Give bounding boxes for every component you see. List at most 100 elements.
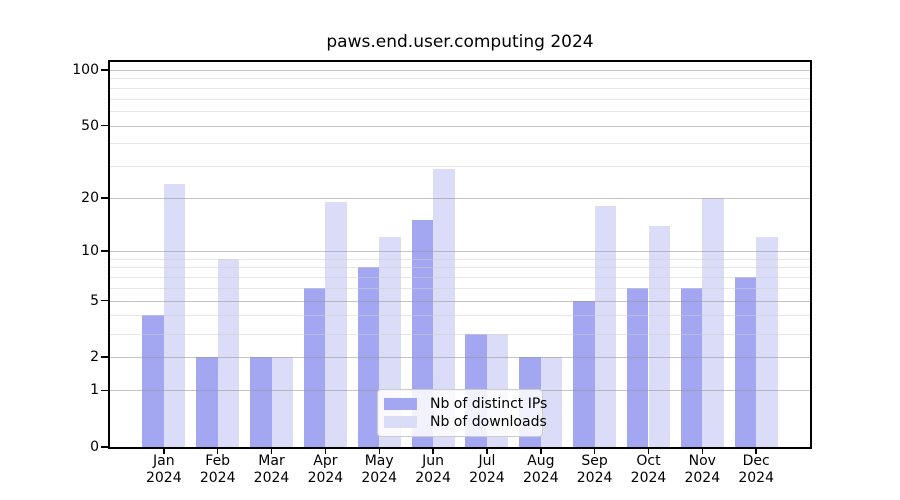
x-tick-month: May [364, 453, 394, 469]
minor-gridline-4 [110, 315, 810, 317]
minor-gridline-80 [110, 87, 810, 89]
x-tick-year: 2024 [253, 470, 290, 486]
x-tick-month: Dec [742, 453, 770, 469]
x-tick-jul [486, 447, 488, 454]
minor-gridline-40 [110, 143, 810, 145]
y-tick-label-10: 10 [81, 243, 99, 259]
legend-label-distinct-ips: Nb of distinct IPs [430, 395, 548, 412]
bars-layer [110, 62, 810, 447]
x-tick-month: Jan [153, 453, 175, 469]
bar-distinct-ips-oct [626, 287, 649, 447]
x-tick-year: 2024 [145, 470, 182, 486]
minor-gridline-3 [110, 333, 810, 335]
bar-distinct-ips-feb [196, 357, 218, 447]
x-tick-month: Nov [688, 453, 716, 469]
bar-distinct-ips-jan [142, 315, 164, 447]
x-tick-year: 2024 [415, 470, 451, 486]
minor-gridline-70 [110, 98, 810, 100]
x-tick-label-sep: Sep 2024 [555, 453, 635, 487]
minor-gridline-8 [110, 267, 810, 269]
chart-title: paws.end.user.computing 2024 [326, 32, 594, 52]
x-tick-label-may: May 2024 [339, 453, 419, 487]
bar-downloads-jun [433, 169, 455, 447]
x-tick-month: Sep [581, 453, 608, 469]
y-tick-20 [101, 197, 108, 199]
legend-entry-distinct-ips: Nb of distinct IPs [384, 396, 547, 412]
y-tick-5 [101, 299, 108, 302]
x-tick-jun [432, 447, 434, 454]
bar-distinct-ips-dec [734, 277, 757, 447]
y-tick-label-1: 1 [90, 382, 99, 399]
y-tick-1 [101, 389, 108, 392]
x-tick-dec [755, 447, 757, 454]
x-tick-month: Jul [478, 453, 496, 469]
x-tick-mar [270, 447, 273, 454]
legend-entry-downloads: Nb of downloads [384, 414, 547, 430]
y-tick-label-50: 50 [81, 117, 99, 134]
y-tick-label-20: 20 [81, 190, 99, 207]
y-tick-10 [101, 250, 108, 252]
y-tick-0 [101, 446, 108, 448]
x-tick-month: Apr [313, 453, 338, 469]
x-tick-year: 2024 [684, 470, 721, 486]
bar-distinct-ips-sep [573, 300, 595, 447]
bar-downloads-sep [594, 206, 617, 447]
major-gridline-2 [110, 357, 810, 359]
bar-downloads-dec [756, 237, 778, 447]
x-tick-year: 2024 [522, 470, 559, 486]
x-tick-nov [701, 447, 704, 454]
x-tick-label-aug: Aug 2024 [501, 453, 581, 487]
x-tick-may [378, 447, 380, 454]
bar-downloads-nov [702, 198, 724, 447]
y-tick-100 [101, 69, 108, 71]
x-tick-year: 2024 [738, 470, 774, 486]
major-gridline-5 [110, 300, 810, 302]
major-gridline-20 [110, 198, 810, 200]
x-tick-month: Oct [636, 453, 661, 469]
minor-gridline-60 [110, 110, 810, 112]
legend-label-downloads: Nb of downloads [430, 414, 547, 431]
x-tick-month: Jun [422, 453, 445, 469]
y-tick-label-5: 5 [90, 292, 99, 309]
x-tick-sep [593, 447, 596, 454]
legend: Nb of distinct IPs Nb of downloads [377, 389, 547, 437]
y-tick-label-100: 100 [72, 61, 99, 78]
bar-downloads-apr [325, 202, 347, 447]
x-tick-year: 2024 [576, 470, 613, 486]
minor-gridline-90 [110, 78, 810, 80]
x-tick-year: 2024 [307, 470, 344, 486]
bar-downloads-aug [540, 357, 563, 447]
x-tick-year: 2024 [361, 470, 397, 486]
bar-downloads-mar [271, 357, 293, 447]
bar-distinct-ips-apr [303, 287, 326, 447]
minor-gridline-7 [110, 277, 810, 278]
y-tick-2 [101, 356, 108, 358]
minor-gridline-6 [110, 287, 810, 289]
x-tick-year: 2024 [199, 470, 236, 486]
minor-gridline-9 [110, 258, 810, 260]
x-tick-label-oct: Oct 2024 [609, 453, 689, 487]
x-tick-year: 2024 [630, 470, 667, 486]
x-tick-feb [216, 447, 219, 454]
x-tick-jan [163, 447, 165, 454]
x-tick-month: Aug [527, 453, 555, 469]
x-tick-label-nov: Nov 2024 [662, 453, 742, 487]
bar-downloads-oct [648, 225, 670, 447]
x-tick-label-jan: Jan 2024 [124, 453, 204, 487]
x-tick-label-dec: Dec 2024 [716, 453, 796, 487]
major-gridline-10 [110, 251, 810, 252]
gridlines-layer [110, 62, 810, 447]
x-tick-label-mar: Mar 2024 [232, 453, 312, 487]
x-tick-label-jun: Jun 2024 [393, 453, 473, 487]
legend-swatch-distinct-ips [384, 397, 417, 410]
major-gridline-100 [110, 69, 810, 71]
x-tick-oct [647, 447, 650, 454]
y-tick-50 [101, 124, 108, 127]
plot-area [108, 60, 812, 449]
bar-downloads-feb [217, 258, 240, 447]
x-tick-label-jul: Jul 2024 [447, 453, 527, 487]
x-tick-month: Feb [205, 453, 231, 469]
major-gridline-50 [110, 125, 810, 127]
x-tick-label-apr: Apr 2024 [285, 453, 365, 487]
